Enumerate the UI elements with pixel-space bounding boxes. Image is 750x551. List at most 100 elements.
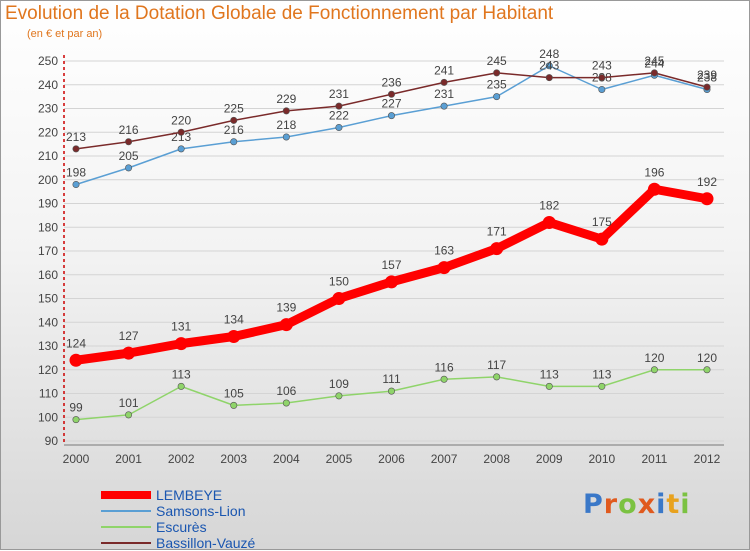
data-point: [700, 192, 714, 206]
data-point: [598, 382, 606, 390]
legend-label: Bassillon-Vauzé: [156, 535, 256, 551]
x-tick-label: 2012: [694, 452, 721, 466]
data-point: [440, 375, 448, 383]
data-point: [335, 124, 343, 132]
data-label: 236: [381, 75, 401, 89]
y-tick-label: 220: [38, 125, 58, 139]
data-label: 222: [329, 109, 349, 123]
data-point: [542, 216, 556, 229]
x-tick-label: 2001: [115, 452, 142, 466]
data-point: [598, 74, 606, 82]
legend-swatch: [101, 542, 151, 544]
data-point: [177, 382, 185, 390]
data-point: [69, 353, 83, 367]
data-point: [72, 416, 80, 424]
data-label: 213: [66, 130, 86, 144]
y-tick-label: 130: [38, 339, 58, 353]
data-point: [227, 330, 241, 343]
chart-subtitle: (en € et par an): [27, 28, 103, 40]
data-point: [230, 401, 238, 409]
data-point: [650, 366, 658, 374]
data-point: [282, 107, 290, 115]
data-point: [230, 138, 238, 146]
data-label: 99: [69, 401, 83, 415]
data-label: 216: [119, 123, 139, 137]
data-point: [545, 382, 553, 390]
y-tick-label: 170: [38, 244, 58, 258]
data-label: 113: [172, 367, 191, 381]
y-tick-label: 120: [38, 363, 58, 377]
data-label: 127: [119, 329, 139, 343]
data-point: [125, 411, 133, 419]
data-point: [332, 292, 346, 305]
legend-swatch: [101, 510, 151, 512]
data-label: 218: [276, 118, 296, 132]
y-tick-label: 150: [38, 292, 58, 306]
data-point: [122, 346, 136, 360]
data-label: 248: [539, 47, 559, 61]
legend-label: Samsons-Lion: [156, 503, 246, 519]
data-label: 235: [487, 78, 507, 92]
y-tick-label: 100: [38, 410, 58, 424]
data-point: [595, 232, 609, 246]
x-tick-label: 2009: [536, 452, 563, 466]
data-point: [279, 318, 293, 332]
data-point: [703, 83, 711, 91]
data-point: [647, 182, 661, 196]
data-point: [490, 242, 504, 256]
data-label: 113: [540, 367, 559, 381]
data-point: [335, 102, 343, 110]
data-point: [545, 74, 553, 82]
data-label: 120: [697, 351, 717, 365]
data-label: 231: [329, 87, 349, 101]
legend-swatch: [101, 491, 151, 499]
x-tick-label: 2008: [483, 452, 510, 466]
data-point: [703, 366, 711, 374]
data-label: 182: [539, 199, 559, 213]
data-label: 198: [66, 166, 86, 180]
data-label: 245: [487, 54, 507, 68]
data-label: 175: [592, 215, 612, 229]
x-tick-label: 2006: [378, 452, 405, 466]
x-tick-label: 2000: [63, 452, 90, 466]
x-tick-label: 2005: [326, 452, 353, 466]
data-label: 241: [434, 63, 454, 77]
data-label: 109: [329, 377, 349, 391]
data-label: 225: [224, 101, 244, 115]
data-point: [385, 275, 398, 289]
x-tick-label: 2007: [431, 452, 458, 466]
data-label: 239: [697, 68, 717, 82]
legend-label: Escurès: [156, 519, 207, 535]
data-label: 227: [381, 97, 401, 111]
data-label: 120: [644, 351, 664, 365]
legend-swatch: [101, 526, 151, 528]
y-tick-label: 190: [38, 197, 58, 211]
x-tick-label: 2010: [588, 452, 615, 466]
data-label: 245: [644, 54, 664, 68]
y-tick-label: 140: [38, 315, 58, 329]
chart-title: Evolution de la Dotation Globale de Fonc…: [5, 3, 554, 24]
data-label: 243: [539, 59, 559, 73]
data-point: [387, 112, 395, 120]
x-tick-label: 2011: [642, 452, 668, 466]
y-tick-label: 240: [38, 78, 58, 92]
data-point: [387, 90, 395, 98]
data-label: 244: [644, 56, 664, 70]
data-label: 220: [171, 113, 191, 127]
data-label: 139: [276, 301, 296, 315]
x-tick-label: 2002: [168, 452, 195, 466]
data-point: [72, 181, 80, 189]
data-point: [177, 128, 185, 136]
data-point: [650, 69, 658, 77]
data-point: [282, 399, 290, 407]
y-tick-label: 250: [38, 54, 58, 68]
data-label: 117: [487, 358, 506, 372]
data-label: 105: [224, 386, 244, 400]
data-point: [125, 138, 133, 146]
data-label: 196: [644, 165, 664, 179]
data-point: [230, 116, 238, 124]
data-point: [125, 164, 133, 172]
data-point: [493, 373, 501, 381]
data-label: 150: [329, 275, 349, 289]
